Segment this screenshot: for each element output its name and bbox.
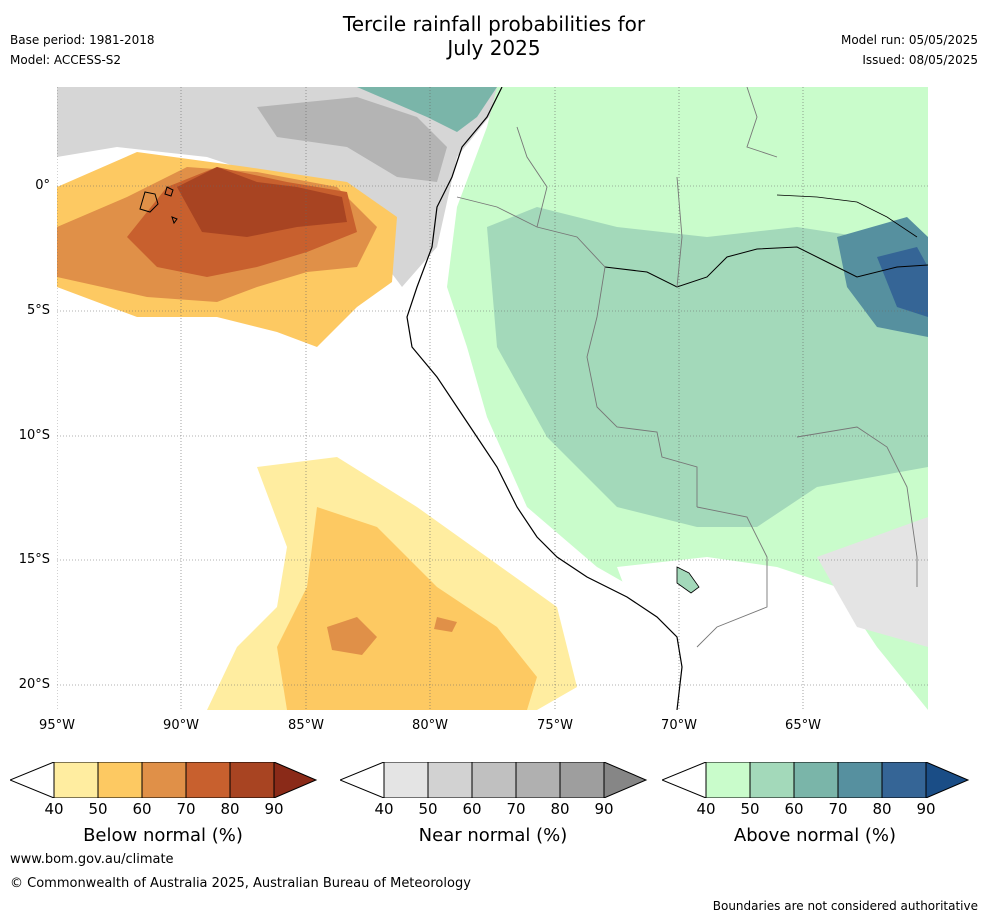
lon-tick-65w: 65°W [785, 718, 821, 733]
cb-above-tick-70: 70 [828, 800, 848, 818]
cb-near-tick-70: 70 [506, 800, 526, 818]
cb-above-tick-40: 40 [696, 800, 716, 818]
colorbar-above-bin-5 [881, 762, 927, 798]
colorbar-below-normal [10, 762, 318, 798]
lat-tick-10s: 10°S [18, 428, 50, 443]
graticule [57, 87, 928, 710]
lon-tick-70w: 70°W [661, 718, 697, 733]
colorbar-near-lower-arrow [340, 762, 385, 798]
lon-tick-95w: 95°W [39, 718, 75, 733]
model-run: Model run: 05/05/2025 [840, 33, 978, 47]
base-period: Base period: 1981-2018 [10, 33, 155, 47]
cb-below-tick-40: 40 [44, 800, 64, 818]
cb-above-tick-60: 60 [784, 800, 804, 818]
colorbar-below-label: Below normal (%) [83, 825, 243, 846]
cb-below-tick-90: 90 [264, 800, 284, 818]
colorbar-below-bin-1 [53, 762, 99, 798]
coastline [406, 87, 683, 710]
probability-fields [57, 87, 928, 710]
cb-near-tick-80: 80 [550, 800, 570, 818]
colorbar-below-bin-4 [185, 762, 231, 798]
colorbar-near-bin-1 [383, 762, 429, 798]
cb-below-tick-80: 80 [220, 800, 240, 818]
cb-near-tick-90: 90 [594, 800, 614, 818]
colorbar-above-lower-arrow [662, 762, 707, 798]
colorbar-near-normal [340, 762, 648, 798]
below-normal-zone-south-50 [277, 507, 537, 710]
colorbar-above-bin-1 [705, 762, 751, 798]
no-signal-zone-south [617, 557, 928, 710]
colorbar-above-bin-3 [793, 762, 839, 798]
model-name: Model: ACCESS-S2 [10, 53, 122, 67]
cb-below-tick-50: 50 [88, 800, 108, 818]
lake-titicaca [676, 566, 700, 594]
colorbar-above-label: Above normal (%) [733, 825, 897, 846]
colorbar-above-upper-arrow [925, 762, 970, 798]
galapagos-islands [139, 186, 178, 225]
colorbar-near-bin-2 [427, 762, 473, 798]
colorbar-near-bin-5 [559, 762, 605, 798]
cb-near-tick-60: 60 [462, 800, 482, 818]
lon-tick-85w: 85°W [288, 718, 324, 733]
colorbar-above-bin-4 [837, 762, 883, 798]
title-line-2: July 2025 [447, 36, 541, 60]
lon-tick-75w: 75°W [537, 718, 573, 733]
above-normal-zone-coast-north [357, 87, 497, 132]
colorbar-near-bin-3 [471, 762, 517, 798]
lon-tick-80w: 80°W [412, 718, 448, 733]
colorbar-below-bin-2 [97, 762, 143, 798]
lat-tick-0: 0° [35, 178, 50, 193]
colorbar-below-upper-arrow [273, 762, 318, 798]
lat-tick-20s: 20°S [18, 677, 50, 692]
above-normal-zone-land-50 [487, 207, 928, 527]
below-normal-zone-north-80 [177, 167, 347, 237]
cb-near-tick-50: 50 [418, 800, 438, 818]
cb-above-tick-90: 90 [916, 800, 936, 818]
colorbar-below-bin-5 [229, 762, 275, 798]
colorbar-near-label: Near normal (%) [418, 825, 568, 846]
above-normal-zone-northeast-80 [877, 247, 928, 317]
meta-right: Model run: 05/05/2025 Issued: 08/05/2025 [841, 30, 978, 70]
cb-below-tick-70: 70 [176, 800, 196, 818]
colorbar-near-bin-4 [515, 762, 561, 798]
colorbar-above-normal [662, 762, 970, 798]
forecast-map [57, 87, 928, 710]
meta-left: Base period: 1981-2018 Model: ACCESS-S2 [10, 30, 155, 70]
lat-tick-5s: 5°S [26, 303, 50, 318]
below-normal-zone-south-60 [327, 617, 457, 655]
colorbar-below-bin-3 [141, 762, 187, 798]
near-normal-zone-north-darker [257, 97, 447, 182]
colorbar-above-bin-2 [749, 762, 795, 798]
country-borders [456, 87, 918, 648]
issued-date: Issued: 08/05/2025 [862, 53, 978, 67]
lat-tick-15s: 15°S [18, 552, 50, 567]
copyright-notice: © Commonwealth of Australia 2025, Austra… [10, 876, 471, 891]
near-normal-zone-south [817, 517, 928, 647]
lon-tick-90w: 90°W [163, 718, 199, 733]
cb-near-tick-40: 40 [374, 800, 394, 818]
colorbar-near-upper-arrow [603, 762, 648, 798]
cb-above-tick-50: 50 [740, 800, 760, 818]
title-line-1: Tercile rainfall probabilities for [342, 12, 646, 36]
map-title: Tercile rainfall probabilities for July … [0, 12, 988, 60]
cb-below-tick-60: 60 [132, 800, 152, 818]
website-link[interactable]: www.bom.gov.au/climate [10, 852, 174, 867]
cb-above-tick-80: 80 [872, 800, 892, 818]
colorbar-below-lower-arrow [10, 762, 55, 798]
river-north [776, 194, 918, 238]
boundary-disclaimer: Boundaries are not considered authoritat… [712, 899, 978, 913]
amazon-river [604, 246, 928, 288]
